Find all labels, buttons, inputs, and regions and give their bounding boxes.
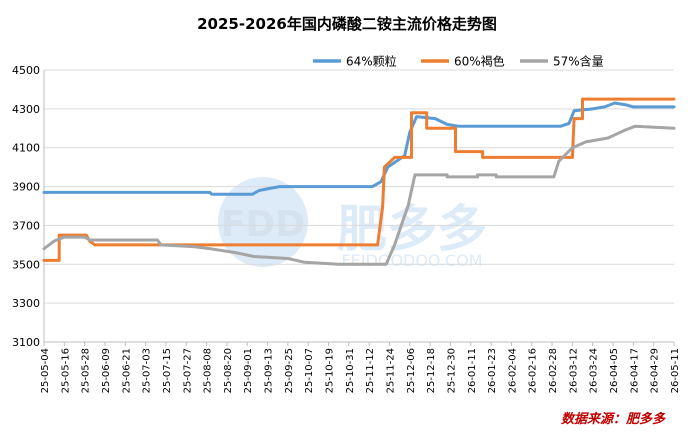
x-tick-label: 26-01-23 bbox=[487, 348, 498, 393]
x-tick-label: 26-04-17 bbox=[629, 348, 640, 393]
x-tick-label: 25-12-30 bbox=[446, 348, 457, 393]
legend: 64%颗粒 60%褐色 57%含量 bbox=[313, 54, 604, 69]
legend-label-2: 60%褐色 bbox=[454, 54, 505, 69]
x-tick-label: 25-08-08 bbox=[203, 348, 214, 393]
x-tick-label: 26-01-11 bbox=[467, 348, 478, 393]
x-tick-label: 25-07-03 bbox=[142, 348, 153, 393]
x-tick-label: 25-05-16 bbox=[60, 348, 71, 393]
x-tick-label: 26-04-29 bbox=[650, 348, 661, 393]
series-line-1 bbox=[42, 101, 676, 196]
x-tick-label: 25-06-21 bbox=[121, 348, 132, 393]
x-tick-label: 25-12-18 bbox=[426, 348, 437, 393]
y-tick-label: 3300 bbox=[12, 297, 40, 310]
y-tick-label: 3500 bbox=[12, 258, 40, 271]
y-tick-label: 4500 bbox=[12, 64, 40, 77]
y-tick-label: 4300 bbox=[12, 103, 40, 116]
x-tick-label: 25-05-04 bbox=[40, 348, 51, 393]
x-tick-label: 25-08-20 bbox=[223, 348, 234, 393]
x-tick-label: 26-04-05 bbox=[609, 348, 620, 393]
y-tick-label: 4100 bbox=[12, 142, 40, 155]
x-tick-label: 25-05-28 bbox=[81, 348, 92, 393]
x-tick-label: 25-10-07 bbox=[304, 348, 315, 393]
series-line-3 bbox=[42, 124, 676, 266]
x-tick-label: 25-10-31 bbox=[345, 348, 356, 393]
x-tick-label: 25-11-24 bbox=[385, 348, 396, 393]
y-tick-label: 3100 bbox=[12, 336, 40, 349]
y-tick-label: 3700 bbox=[12, 219, 40, 232]
x-tick-label: 26-03-24 bbox=[589, 348, 600, 393]
x-tick-label: 25-09-25 bbox=[284, 348, 295, 393]
x-tick-label: 25-06-09 bbox=[101, 348, 112, 393]
y-tick-label: 3900 bbox=[12, 181, 40, 194]
source-note: 数据来源：肥多多 bbox=[561, 411, 666, 427]
x-tick-label: 25-12-06 bbox=[406, 348, 417, 393]
x-tick-label: 25-09-13 bbox=[264, 348, 275, 393]
watermark-brand: 肥多多 bbox=[337, 200, 487, 258]
watermark-url: FEIDOODOO.COM bbox=[341, 251, 482, 270]
x-tick-label: 25-09-01 bbox=[243, 348, 254, 393]
x-tick-label: 25-07-27 bbox=[182, 348, 193, 393]
x-tick-label: 26-05-11 bbox=[670, 348, 681, 393]
watermark-logo-text: FDD bbox=[221, 204, 305, 245]
x-tick-label: 26-02-04 bbox=[507, 348, 518, 393]
legend-label-3: 57%含量 bbox=[553, 54, 604, 69]
x-tick-label: 26-03-12 bbox=[568, 348, 579, 393]
legend-label-1: 64%颗粒 bbox=[346, 54, 397, 69]
x-tick-label: 26-02-16 bbox=[528, 348, 539, 393]
x-tick-label: 25-11-12 bbox=[365, 348, 376, 393]
series-lines bbox=[42, 97, 676, 266]
x-tick-label: 25-10-19 bbox=[325, 348, 336, 393]
x-tick-label: 25-07-15 bbox=[162, 348, 173, 393]
x-tick-label: 26-02-28 bbox=[548, 348, 559, 393]
chart-title: 2025-2026年国内磷酸二铵主流价格走势图 bbox=[197, 15, 497, 33]
axes: 3100 3300 3500 3700 3900 4100 4300 4500 25-05-04… bbox=[12, 64, 681, 393]
